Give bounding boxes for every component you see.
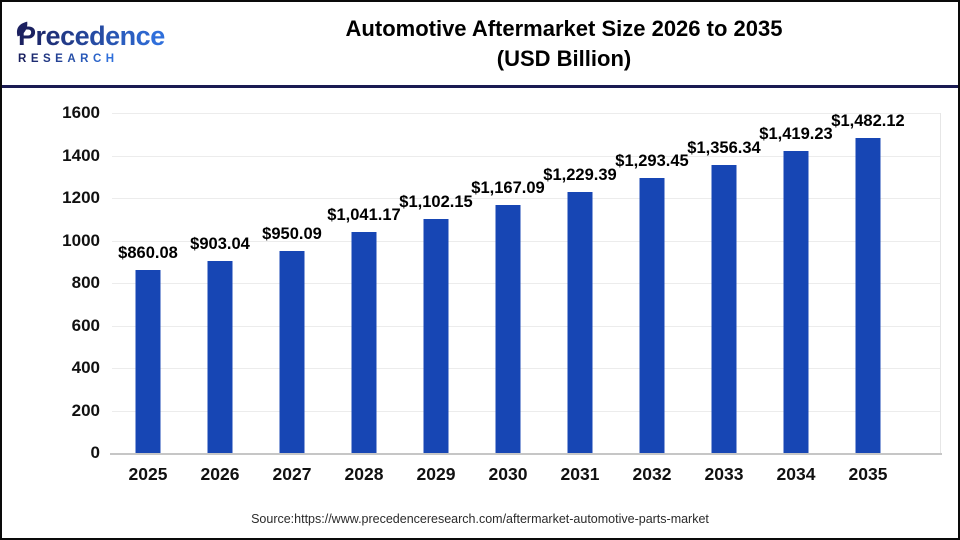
- bar: [135, 270, 161, 453]
- bar: [351, 231, 377, 453]
- header: Precedence RESEARCH Automotive Aftermark…: [2, 2, 958, 85]
- precedence-logo: Precedence RESEARCH: [2, 20, 176, 65]
- y-tick-label: 1000: [62, 230, 100, 250]
- y-tick-label: 1200: [62, 188, 100, 207]
- bar: [783, 151, 809, 453]
- bar-column: $903.04: [184, 113, 256, 453]
- gridline: [112, 198, 940, 199]
- chart-title-block: Automotive Aftermarket Size 2026 to 2035…: [176, 14, 958, 73]
- bar-value-label: $1,356.34: [687, 138, 761, 157]
- header-divider: [2, 85, 958, 88]
- gridline: [112, 325, 940, 327]
- gridline: [112, 155, 940, 157]
- y-tick-label: 800: [71, 273, 100, 292]
- x-tick-label: 2033: [704, 464, 744, 484]
- y-tick-label: 600: [71, 315, 100, 335]
- bar-value-label: $950.09: [262, 225, 322, 244]
- bar-column: $1,356.34: [687, 113, 761, 453]
- bars-region: $860.08 $903.04 $950.09 $1,041.17 $1,102.15 $…: [112, 112, 905, 453]
- bar-column: $1,293.45: [615, 113, 689, 453]
- bar-value-label: $1,167.09: [471, 179, 545, 197]
- bar-value-label: $1,229.39: [543, 165, 617, 184]
- bar-column: $1,167.09: [471, 113, 545, 453]
- x-tick-label: 2031: [560, 464, 600, 484]
- source-line: Source:https://www.precedenceresearch.co…: [251, 512, 709, 526]
- bar: [567, 191, 593, 453]
- y-tick-label: 1600: [62, 103, 100, 122]
- bar: [495, 205, 521, 453]
- leaf-icon: [15, 15, 30, 42]
- bar-column: $1,102.15: [399, 113, 473, 453]
- bar: [639, 178, 665, 453]
- logo-text-research: RESEARCH: [18, 52, 119, 65]
- bar-value-label: $903.04: [190, 235, 250, 254]
- x-tick-label: 2025: [128, 464, 168, 484]
- bar: [855, 138, 881, 453]
- gridline: [112, 113, 940, 114]
- bar: [423, 218, 449, 453]
- y-tick-label: 0: [90, 443, 100, 462]
- x-tick-label: 2032: [632, 464, 672, 484]
- x-tick-label: 2035: [848, 464, 888, 484]
- bar-value-label: $1,419.23: [759, 125, 833, 144]
- bar-column: $1,041.17: [327, 113, 401, 453]
- gridline: [112, 283, 940, 284]
- x-axis-line: [110, 453, 942, 455]
- bar: [207, 261, 233, 453]
- bar-column: $860.08: [112, 113, 184, 453]
- bar-value-label: $1,041.17: [327, 205, 401, 224]
- chart-title: Automotive Aftermarket Size 2026 to 2035: [345, 15, 783, 41]
- chart-area: Source:https://www.precedenceresearch.co…: [2, 88, 958, 538]
- x-tick-label: 2028: [344, 464, 384, 484]
- x-tick-label: 2034: [776, 464, 816, 484]
- bar-column: $1,419.23: [759, 113, 833, 453]
- bar-column: $950.09: [256, 113, 328, 453]
- y-tick-label: 400: [71, 358, 100, 377]
- plot-right-border: [940, 113, 941, 453]
- chart-subtitle: (USD Billion): [496, 45, 632, 71]
- gridline: [112, 410, 940, 412]
- x-tick-label: 2030: [488, 464, 528, 484]
- logo-research-line: RESEARCH: [18, 53, 176, 65]
- bar-value-label: $860.08: [118, 244, 178, 263]
- logo-text-precedence: Precedence: [18, 20, 165, 51]
- x-tick-label: 2026: [200, 464, 240, 484]
- logo-wordmark: Precedence: [16, 20, 165, 51]
- x-tick-label: 2029: [416, 464, 456, 484]
- bar: [711, 164, 737, 453]
- y-tick-label: 1400: [62, 145, 100, 165]
- bar-value-label: $1,482.12: [831, 112, 905, 131]
- gridline: [112, 240, 940, 242]
- gridline: [112, 368, 940, 369]
- bar-value-label: $1,293.45: [615, 152, 689, 171]
- bar-column: $1,482.12: [831, 112, 905, 453]
- x-tick-label: 2027: [272, 464, 312, 484]
- bar-column: $1,229.39: [543, 113, 617, 453]
- bar: [279, 251, 305, 453]
- y-tick-label: 200: [71, 400, 100, 420]
- x-axis-labels: 2025 2026 2027 2028 2029 2030 2031 2032 2033 2034…: [112, 464, 904, 485]
- bar-value-label: $1,102.15: [399, 192, 473, 211]
